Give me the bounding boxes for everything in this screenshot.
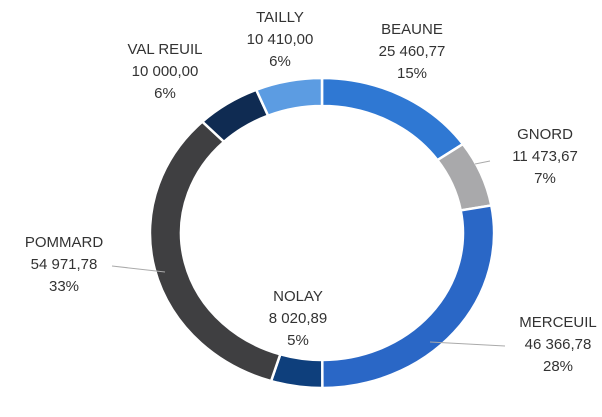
percent-label: 33% (49, 278, 79, 295)
category-label: POMMARD (25, 234, 104, 251)
value-label: 10 410,00 (247, 31, 314, 48)
percent-label: 15% (397, 65, 427, 82)
value-label: 46 366,78 (525, 336, 592, 353)
category-label: BEAUNE (381, 21, 443, 38)
donut-segment (437, 144, 491, 210)
percent-label: 28% (543, 358, 573, 375)
category-label: MERCEUIL (519, 314, 597, 331)
percent-label: 6% (269, 53, 291, 70)
value-label: 11 473,67 (512, 148, 578, 165)
category-label: VAL REUIL (127, 41, 202, 58)
category-label: NOLAY (273, 288, 323, 305)
leader-line (429, 341, 506, 347)
leader-line (474, 160, 491, 165)
percent-label: 7% (534, 170, 556, 187)
percent-label: 5% (287, 332, 309, 349)
leader-line (111, 265, 166, 273)
percent-label: 6% (154, 85, 176, 102)
value-label: 8 020,89 (269, 310, 327, 327)
value-label: 10 000,00 (132, 63, 199, 80)
value-label: 25 460,77 (379, 43, 446, 60)
category-label: TAILLY (256, 9, 304, 26)
donut-segment (322, 205, 494, 388)
donut (150, 78, 494, 388)
donut-segment (150, 122, 280, 381)
category-label: GNORD (517, 126, 573, 143)
donut-segment (256, 78, 322, 116)
value-label: 54 971,78 (31, 256, 98, 273)
donut-segment (322, 78, 463, 160)
